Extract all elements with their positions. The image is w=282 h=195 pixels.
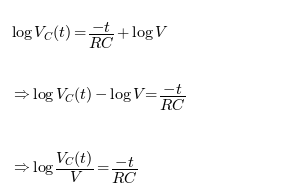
- Text: $\Rightarrow \log \dfrac{V_C(t)}{V} = \dfrac{-t}{RC}$: $\Rightarrow \log \dfrac{V_C(t)}{V} = \d…: [11, 149, 138, 186]
- Text: $\Rightarrow \log V_C(t) - \log V = \dfrac{-t}{RC}$: $\Rightarrow \log V_C(t) - \log V = \dfr…: [11, 82, 186, 113]
- Text: $\log V_C(t) = \dfrac{-t}{RC} + \log V$: $\log V_C(t) = \dfrac{-t}{RC} + \log V$: [11, 20, 169, 51]
